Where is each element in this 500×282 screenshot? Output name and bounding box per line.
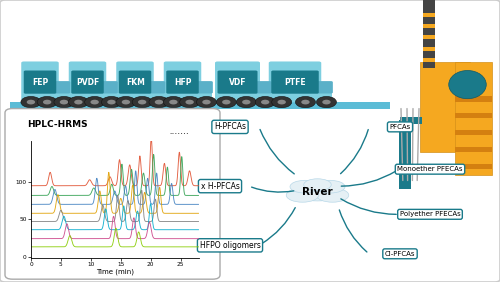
FancyBboxPatch shape bbox=[119, 70, 151, 94]
FancyBboxPatch shape bbox=[21, 61, 59, 102]
Circle shape bbox=[301, 100, 310, 104]
Circle shape bbox=[196, 96, 216, 108]
FancyBboxPatch shape bbox=[116, 61, 154, 102]
FancyBboxPatch shape bbox=[215, 61, 260, 102]
Circle shape bbox=[216, 96, 236, 108]
Text: HFPO oligomers: HFPO oligomers bbox=[200, 241, 260, 250]
FancyBboxPatch shape bbox=[271, 70, 319, 94]
Ellipse shape bbox=[315, 180, 345, 193]
Bar bbox=[399, 120, 411, 189]
Text: FKM: FKM bbox=[126, 78, 145, 87]
Circle shape bbox=[107, 100, 116, 104]
Circle shape bbox=[90, 100, 99, 104]
Circle shape bbox=[222, 100, 230, 104]
Bar bbox=[455, 130, 492, 135]
Text: PTFE: PTFE bbox=[284, 78, 306, 87]
Bar bbox=[422, 58, 435, 62]
Text: Polyether PFECAs: Polyether PFECAs bbox=[400, 211, 460, 217]
Circle shape bbox=[84, 96, 104, 108]
Circle shape bbox=[242, 100, 250, 104]
Circle shape bbox=[43, 100, 52, 104]
FancyBboxPatch shape bbox=[5, 109, 220, 279]
Bar bbox=[455, 147, 492, 152]
Circle shape bbox=[60, 100, 68, 104]
Circle shape bbox=[102, 96, 121, 108]
Circle shape bbox=[54, 96, 74, 108]
Circle shape bbox=[74, 100, 82, 104]
Circle shape bbox=[322, 100, 330, 104]
Circle shape bbox=[122, 100, 130, 104]
FancyBboxPatch shape bbox=[269, 61, 321, 102]
FancyBboxPatch shape bbox=[164, 61, 201, 102]
Bar bbox=[55, 82, 69, 101]
Circle shape bbox=[116, 96, 136, 108]
FancyBboxPatch shape bbox=[24, 70, 56, 94]
FancyBboxPatch shape bbox=[196, 81, 213, 94]
Circle shape bbox=[255, 96, 275, 108]
Text: Monoether PFECAs: Monoether PFECAs bbox=[397, 166, 463, 172]
Text: HPLC-HRMS: HPLC-HRMS bbox=[28, 120, 88, 129]
Bar bbox=[198, 82, 211, 101]
X-axis label: Time (min): Time (min) bbox=[96, 268, 134, 275]
Circle shape bbox=[272, 96, 291, 108]
Circle shape bbox=[169, 100, 177, 104]
FancyBboxPatch shape bbox=[101, 81, 118, 94]
Bar bbox=[455, 96, 492, 102]
Text: PFCAs: PFCAs bbox=[390, 124, 410, 130]
Circle shape bbox=[296, 96, 316, 108]
Text: VDF: VDF bbox=[229, 78, 247, 87]
Ellipse shape bbox=[316, 188, 349, 202]
Bar bbox=[103, 82, 117, 101]
Text: .......: ....... bbox=[170, 127, 190, 136]
Circle shape bbox=[149, 96, 169, 108]
Text: x H-PFCAs: x H-PFCAs bbox=[200, 182, 239, 191]
Bar bbox=[256, 82, 270, 101]
Circle shape bbox=[202, 100, 210, 104]
FancyBboxPatch shape bbox=[255, 81, 272, 94]
Text: HFP: HFP bbox=[174, 78, 192, 87]
Circle shape bbox=[236, 96, 256, 108]
Ellipse shape bbox=[290, 180, 320, 193]
FancyBboxPatch shape bbox=[316, 81, 333, 94]
FancyBboxPatch shape bbox=[166, 70, 199, 94]
Bar bbox=[455, 113, 492, 118]
Circle shape bbox=[180, 96, 200, 108]
FancyBboxPatch shape bbox=[218, 70, 258, 94]
Text: PVDF: PVDF bbox=[76, 78, 100, 87]
Circle shape bbox=[186, 100, 194, 104]
Text: River: River bbox=[302, 187, 333, 197]
Bar bbox=[422, 47, 435, 51]
Bar bbox=[455, 62, 492, 175]
Circle shape bbox=[316, 96, 336, 108]
Circle shape bbox=[155, 100, 163, 104]
FancyBboxPatch shape bbox=[68, 61, 106, 102]
Bar bbox=[150, 82, 164, 101]
Bar bbox=[10, 102, 390, 109]
Ellipse shape bbox=[286, 188, 319, 202]
Bar bbox=[422, 0, 435, 68]
Bar bbox=[422, 13, 435, 17]
Bar bbox=[422, 24, 435, 28]
Ellipse shape bbox=[448, 70, 486, 99]
Bar bbox=[422, 35, 435, 39]
Text: FEP: FEP bbox=[32, 78, 48, 87]
Circle shape bbox=[132, 96, 152, 108]
Circle shape bbox=[138, 100, 146, 104]
Circle shape bbox=[261, 100, 270, 104]
Bar bbox=[400, 117, 422, 124]
Ellipse shape bbox=[296, 183, 339, 201]
FancyBboxPatch shape bbox=[72, 70, 104, 94]
Circle shape bbox=[68, 96, 88, 108]
Text: H-PFCAs: H-PFCAs bbox=[214, 122, 246, 131]
Bar bbox=[455, 164, 492, 169]
Bar bbox=[420, 62, 470, 152]
Bar bbox=[318, 82, 332, 101]
FancyBboxPatch shape bbox=[149, 81, 166, 94]
Circle shape bbox=[164, 96, 184, 108]
Circle shape bbox=[278, 100, 286, 104]
Circle shape bbox=[26, 100, 35, 104]
Ellipse shape bbox=[304, 179, 331, 191]
Circle shape bbox=[21, 96, 41, 108]
Text: Cl-PFCAs: Cl-PFCAs bbox=[385, 251, 415, 257]
